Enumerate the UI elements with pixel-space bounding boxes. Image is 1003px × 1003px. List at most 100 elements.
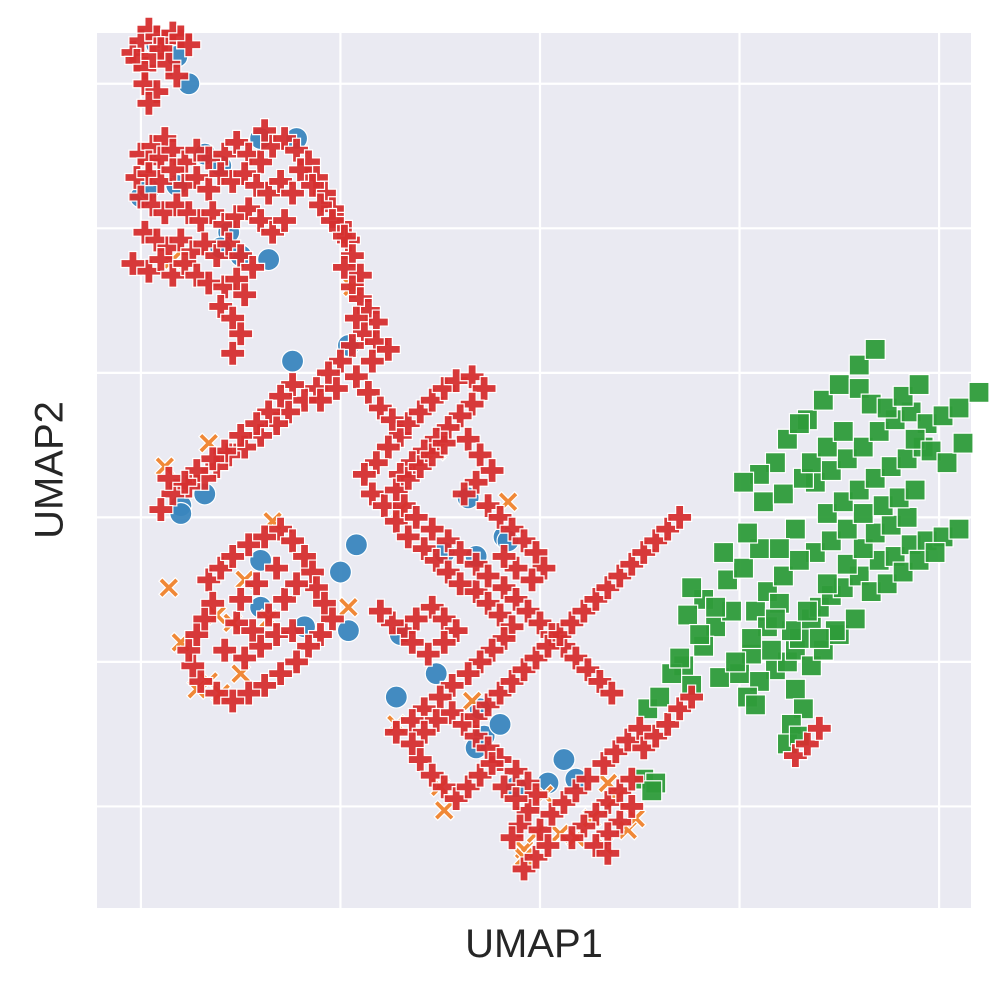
point-plus	[395, 411, 421, 437]
point-plus	[667, 504, 693, 530]
point-plus	[631, 539, 657, 566]
point-square	[732, 471, 755, 493]
point-square	[892, 385, 914, 407]
point-plus	[279, 618, 306, 644]
point-square	[908, 373, 930, 396]
point-plus	[307, 387, 334, 413]
grid	[97, 33, 971, 908]
point-square	[832, 491, 854, 513]
point-plus	[323, 375, 350, 402]
point-plus	[136, 90, 162, 116]
point-square	[788, 549, 810, 571]
point-plus	[331, 223, 358, 249]
point-plus	[479, 750, 505, 777]
point-square	[896, 506, 918, 528]
point-square	[952, 432, 974, 454]
point-plus	[603, 739, 629, 765]
point-plus	[204, 243, 230, 269]
point-square	[800, 655, 822, 677]
point-square	[968, 381, 990, 403]
point-plus	[539, 801, 565, 827]
point-square	[876, 397, 898, 419]
point-square	[677, 604, 699, 626]
point-square	[848, 377, 870, 400]
point-plus	[487, 680, 513, 706]
point-plus	[583, 586, 609, 613]
point-plus	[523, 645, 549, 671]
point-square	[792, 698, 814, 720]
point-square	[848, 354, 870, 376]
point-plus	[475, 692, 501, 718]
point-square	[740, 627, 763, 650]
point-square	[936, 452, 958, 474]
point-plus	[212, 637, 238, 663]
point-plus	[339, 332, 366, 359]
point-plus	[267, 383, 294, 409]
point-x	[337, 596, 360, 619]
point-square	[848, 479, 870, 501]
point-plus	[228, 586, 254, 613]
point-plus	[455, 661, 481, 687]
point-square	[800, 452, 822, 474]
point-plus	[443, 618, 469, 644]
point-plus	[244, 571, 270, 597]
point-plus	[571, 813, 597, 839]
point-plus	[599, 680, 625, 706]
point-square	[776, 428, 799, 450]
point-square	[852, 502, 874, 525]
point-plus	[212, 141, 238, 167]
point-plus	[431, 430, 457, 456]
point-circle	[280, 349, 305, 373]
point-plus	[491, 543, 517, 570]
point-square	[764, 452, 787, 474]
point-plus	[479, 637, 505, 663]
point-plus	[232, 282, 258, 308]
point-circle	[328, 560, 353, 584]
point-plus	[208, 555, 234, 581]
point-square	[772, 565, 795, 587]
point-plus	[655, 711, 681, 738]
point-plus	[240, 254, 266, 280]
point-square	[864, 467, 886, 489]
point-plus	[463, 703, 489, 730]
point-square	[784, 678, 807, 700]
point-plus	[559, 610, 585, 636]
point-plus	[491, 625, 517, 652]
point-plus	[619, 551, 645, 577]
point-plus	[559, 825, 585, 851]
point-plus	[467, 649, 493, 675]
point-plus	[595, 575, 621, 601]
point-plus	[363, 450, 389, 476]
point-square	[649, 686, 671, 708]
point-circle	[336, 619, 361, 643]
point-plus	[499, 668, 525, 695]
point-plus	[176, 32, 202, 58]
point-plus	[256, 180, 282, 206]
point-plus	[563, 778, 589, 804]
point-square	[764, 608, 787, 630]
point-plus	[643, 723, 669, 749]
point-plus	[263, 555, 290, 581]
point-plus	[160, 481, 186, 507]
x-axis-label: UMAP1	[465, 922, 603, 966]
point-square	[820, 530, 842, 552]
point-square	[924, 541, 946, 564]
point-square	[828, 373, 850, 396]
point-plus	[471, 375, 497, 402]
point-square	[732, 557, 755, 579]
point-plus	[583, 801, 609, 827]
point-plus	[148, 168, 174, 195]
point-plus	[407, 399, 433, 425]
point-plus	[551, 789, 577, 816]
point-plus	[431, 629, 457, 655]
point-plus	[535, 633, 561, 659]
point-plus	[184, 457, 210, 484]
point-square	[712, 541, 735, 564]
point-square	[836, 518, 858, 540]
point-plus	[180, 653, 206, 679]
point-square	[808, 627, 830, 650]
point-plus	[419, 387, 445, 413]
point-plus	[443, 786, 469, 812]
point-x	[157, 576, 180, 599]
